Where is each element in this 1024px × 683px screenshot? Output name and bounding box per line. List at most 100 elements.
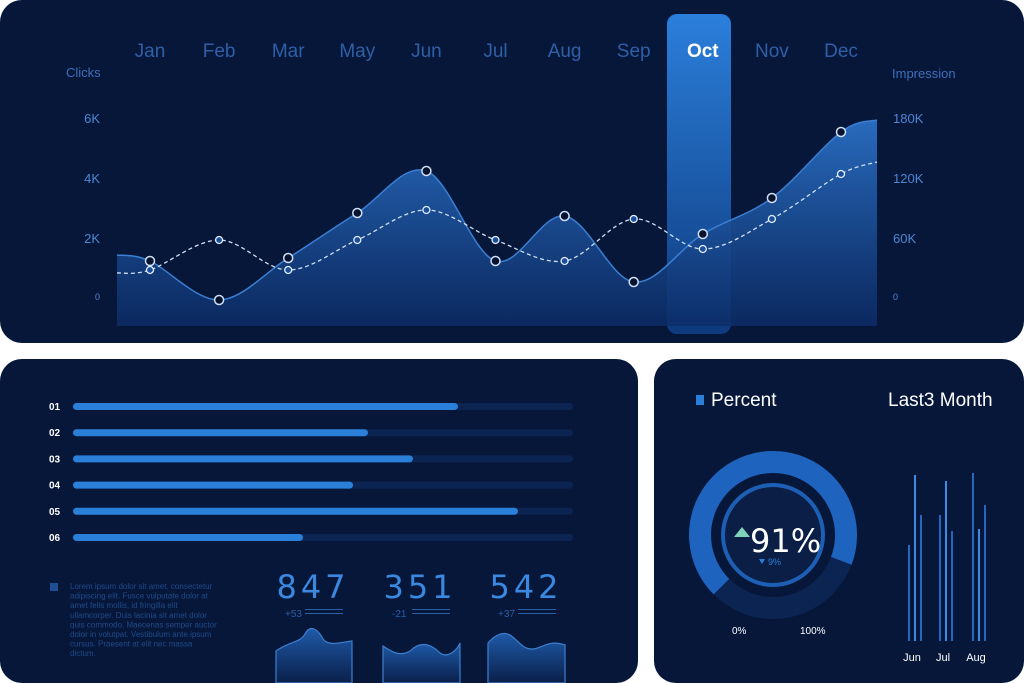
lorem-line: quis commodo. Maecenas semper auctor [70,620,217,629]
month-bar[interactable] [914,475,916,641]
percent-legend-label: Percent [711,390,777,411]
month-label[interactable]: Aug [548,41,582,62]
gauge-value: 91% [750,522,821,560]
left-tick-label: 0 [95,292,100,302]
clicks-point[interactable] [628,276,639,288]
clicks-point[interactable] [144,255,156,267]
month-bar[interactable] [951,531,953,641]
percent-legend-marker [696,395,704,405]
bar-fill[interactable] [73,455,413,463]
month-bar-label: Jul [936,652,950,664]
bar-fill[interactable] [73,403,458,410]
month-label[interactable]: Nov [755,41,789,62]
legend-square [50,583,58,591]
bar-fill[interactable] [73,429,368,437]
month-label[interactable]: Sep [617,41,651,62]
right-tick-label: 60K [893,231,916,246]
clicks-point[interactable] [835,126,847,138]
stat-delta: +37 [498,609,515,620]
stat-underline [518,609,556,610]
up-arrow-icon [734,527,750,537]
month-label[interactable]: Jul [483,41,507,62]
bar-fill[interactable] [73,481,353,489]
stat-value: 351 [383,568,456,606]
impression-point[interactable] [145,265,155,275]
impression-point[interactable] [353,235,362,245]
month-label[interactable]: Jun [411,41,442,62]
progress-panel: 01 02 03 04 05 06 Lorem ipsum dolor sit amet,… [0,359,638,683]
lorem-line: cursus. Praesent at elit nec massa [70,640,193,649]
impression-point[interactable] [491,235,500,245]
lorem-line: amet felis mollis, id fringilla elit [70,601,178,610]
stat-underline [412,609,450,610]
right-tick-label: 180K [893,111,924,126]
wave-chart-2 [382,642,461,683]
impression-point[interactable] [284,265,293,275]
lorem-line: Lorem ipsum dolor sit amet, consectetur [70,582,213,591]
lorem-line: dolor in volutpat. Vestibulum ante ipsum [70,630,212,639]
bar-index-label: 06 [49,533,61,544]
impression-point[interactable] [767,214,777,224]
month-label[interactable]: Dec [824,41,858,62]
wave-chart-3 [487,632,566,683]
stat-delta: -21 [392,609,407,620]
lorem-line: adipiscing elit. Fusce vulputate dolor a… [70,592,209,601]
down-arrow-icon [759,559,765,564]
lorem-line: ullamcorper. Duis lacinia sit amet dolor [70,611,207,620]
month-label[interactable]: Jan [135,41,166,62]
stat-value: 542 [489,568,562,606]
clicks-point[interactable] [559,210,570,222]
month-label[interactable]: Mar [272,41,305,62]
bar-fill[interactable] [73,534,303,541]
gauge-inner-ring [721,483,825,587]
gauge-sub-value: 9% [768,557,781,567]
stat-value: 847 [276,568,349,606]
bar-index-label: 01 [49,402,61,413]
main-chart: Jan Feb Mar May Jun Jul Aug Sep Oct Nov Dec Clicks… [66,14,956,334]
month-bar[interactable] [939,515,941,641]
main-chart-panel: Jan Feb Mar May Jun Jul Aug Sep Oct Nov Dec Clicks… [0,0,1024,343]
month-bar[interactable] [920,515,922,641]
clicks-point[interactable] [352,207,363,219]
lorem-line: dictum. [70,649,96,658]
impression-point[interactable] [214,235,224,245]
impression-point[interactable] [698,244,707,254]
stat-underline [412,613,450,614]
wave-chart-1 [275,627,353,683]
stat-underline [305,613,343,614]
right-tick-label: 120K [893,171,924,186]
stat-delta: +53 [285,609,302,620]
impression-point[interactable] [422,205,431,215]
clicks-point[interactable] [213,294,225,306]
bar-index-label: 05 [49,507,61,518]
impression-point[interactable] [629,214,638,224]
month-label[interactable]: May [339,41,375,62]
month-bar[interactable] [984,505,986,641]
impression-point[interactable] [560,256,569,266]
stat-underline [518,613,556,614]
clicks-point[interactable] [697,228,709,240]
bar-index-label: 02 [49,428,61,439]
right-axis-title: Impression [892,66,956,81]
gauge-min-label: 0% [732,626,747,637]
month-label[interactable]: Oct [687,41,719,62]
clicks-point[interactable] [490,255,501,267]
month-bar[interactable] [908,545,910,641]
clicks-area [117,120,877,326]
month-bar[interactable] [972,473,974,641]
impression-point[interactable] [836,169,846,179]
gauge-arc [689,450,857,595]
clicks-point[interactable] [421,165,432,177]
progress-chart: 01 02 03 04 05 06 Lorem ipsum dolor sit amet,… [49,402,573,683]
left-tick-label: 2K [84,231,100,246]
bar-fill[interactable] [73,507,518,515]
month-label[interactable]: Feb [203,41,236,62]
gauge-max-label: 100% [800,626,826,637]
month-bar[interactable] [978,529,980,641]
clicks-point[interactable] [282,252,294,264]
stat-underline [305,609,343,610]
month-bar[interactable] [945,481,947,641]
clicks-point[interactable] [766,192,778,204]
month-bar-label: Aug [966,652,986,664]
percent-chart: Percent Last3 Month 91% 9% 0% 100% Jun Ju… [689,390,993,664]
